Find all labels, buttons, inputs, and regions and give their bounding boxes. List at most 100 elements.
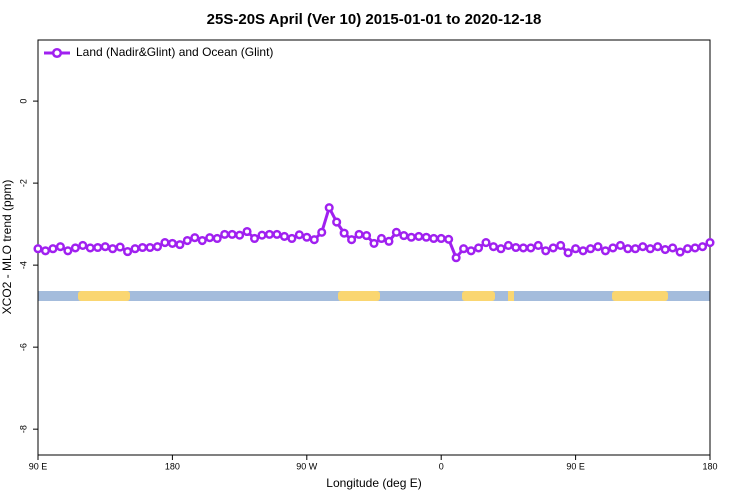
point <box>578 246 588 256</box>
point <box>317 227 327 237</box>
point <box>220 229 230 239</box>
point <box>272 229 282 239</box>
legend-label: Land (Nadir&Glint) and Ocean (Glint) <box>76 45 273 59</box>
point <box>593 242 603 252</box>
land-band <box>78 291 130 301</box>
y-tick-label: 0 <box>18 99 28 104</box>
y-tick-label: -4 <box>18 261 28 269</box>
point <box>137 242 148 253</box>
point <box>615 240 625 250</box>
x-tick-label: 0 <box>439 461 444 471</box>
point <box>235 230 245 240</box>
point <box>182 235 192 246</box>
point <box>451 253 461 263</box>
point <box>518 243 528 253</box>
point <box>249 233 260 244</box>
point <box>309 235 319 245</box>
point <box>175 240 185 250</box>
point <box>369 238 379 248</box>
point <box>145 242 155 253</box>
point <box>93 242 103 253</box>
point <box>339 228 349 238</box>
point <box>645 244 655 254</box>
point <box>108 244 118 254</box>
y-tick-label: -2 <box>18 179 28 187</box>
point <box>571 244 581 254</box>
point <box>324 203 334 213</box>
point <box>473 243 484 253</box>
point <box>421 232 431 242</box>
point <box>190 233 200 243</box>
point <box>152 242 163 252</box>
point <box>548 243 558 253</box>
point <box>414 231 424 241</box>
point <box>279 231 289 241</box>
point <box>332 217 342 227</box>
point <box>130 244 140 254</box>
point <box>406 232 416 242</box>
point <box>100 242 110 252</box>
x-tick-label: 90 W <box>296 461 318 471</box>
point <box>697 242 708 252</box>
point <box>212 233 222 244</box>
y-tick-label: -6 <box>18 343 28 351</box>
point <box>526 243 536 253</box>
point <box>63 246 73 256</box>
point <box>600 246 611 256</box>
point <box>399 231 409 241</box>
point <box>660 245 670 255</box>
point <box>347 235 357 245</box>
point <box>287 233 297 244</box>
point <box>160 238 170 248</box>
land-band <box>338 291 380 301</box>
legend-marker <box>51 47 63 59</box>
point <box>563 248 573 258</box>
point <box>444 234 454 244</box>
point <box>668 243 678 253</box>
point <box>242 226 252 237</box>
point <box>40 246 51 256</box>
x-tick-label: 180 <box>702 461 717 471</box>
point <box>302 232 312 242</box>
point <box>391 227 401 237</box>
point <box>459 244 469 254</box>
point <box>556 240 566 250</box>
point <box>429 233 439 244</box>
land-band <box>462 291 495 301</box>
point <box>227 229 237 239</box>
point <box>78 240 88 250</box>
point <box>541 246 551 256</box>
point <box>675 247 685 257</box>
point <box>376 233 387 244</box>
point <box>264 229 275 239</box>
point <box>384 236 394 246</box>
point <box>354 229 364 239</box>
point <box>683 244 693 254</box>
point <box>585 244 596 254</box>
point <box>123 247 133 257</box>
point <box>533 240 543 250</box>
point <box>690 243 700 253</box>
point <box>33 244 43 254</box>
point <box>503 240 513 250</box>
point <box>70 243 80 253</box>
point <box>623 244 633 254</box>
point <box>638 242 648 252</box>
point <box>436 233 446 244</box>
y-axis-label: XCO2 - MLO trend (ppm) <box>0 180 14 315</box>
point <box>197 235 207 246</box>
point <box>705 238 715 248</box>
point <box>653 242 663 252</box>
y-tick-label: -8 <box>18 425 28 433</box>
point <box>481 238 491 248</box>
point <box>361 231 372 241</box>
point <box>48 244 58 254</box>
point <box>115 242 125 252</box>
point <box>294 230 304 240</box>
point <box>466 246 476 256</box>
point <box>511 242 521 253</box>
chart-title: 25S-20S April (Ver 10) 2015-01-01 to 202… <box>207 11 542 28</box>
point <box>608 243 618 253</box>
point <box>167 238 177 248</box>
